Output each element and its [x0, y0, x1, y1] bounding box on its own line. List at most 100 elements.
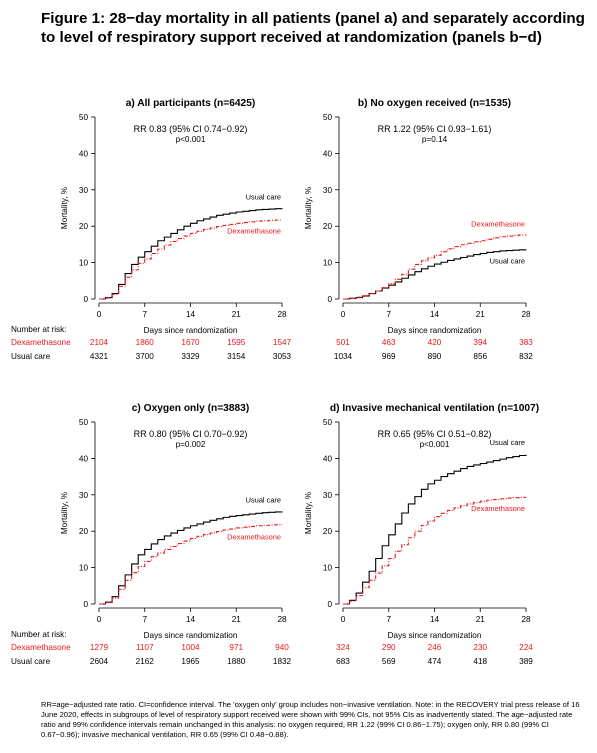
- dexamethasone-at-risk: 324: [336, 643, 350, 652]
- usual-care-at-risk: 2604: [90, 657, 109, 666]
- footnote: RR=age−adjusted rate ratio. CI=confidenc…: [41, 700, 580, 740]
- x-tick-label: 28: [277, 615, 287, 624]
- x-tick-label: 14: [186, 310, 196, 319]
- y-tick-label: 30: [79, 186, 89, 195]
- usual-care-at-risk: 418: [473, 657, 487, 666]
- x-tick-label: 28: [277, 310, 287, 319]
- usual-care-at-risk: 1880: [227, 657, 246, 666]
- x-tick-label: 0: [97, 310, 102, 319]
- rate-ratio-text: RR 0.65 (95% CI 0.51−0.82): [378, 429, 492, 439]
- x-axis-label: Days since randomization: [388, 326, 482, 335]
- dexamethasone-at-risk: 394: [473, 338, 487, 347]
- p-value-text: p<0.001: [176, 135, 206, 144]
- x-tick-label: 21: [232, 615, 242, 624]
- x-tick-label: 28: [521, 310, 531, 319]
- p-value-text: p=0.002: [176, 440, 206, 449]
- dexamethasone-label: Dexamethasone: [227, 532, 281, 541]
- dexamethasone-at-risk: 1670: [181, 338, 200, 347]
- risk-row-label: Usual care: [11, 352, 51, 361]
- y-tick-label: 50: [323, 418, 333, 427]
- y-tick-label: 30: [323, 491, 333, 500]
- usual-care-label: Usual care: [246, 496, 281, 505]
- y-axis-label: Mortality, %: [304, 492, 313, 534]
- figure-title: Figure 1: 28−day mortality in all patien…: [41, 10, 585, 46]
- dexamethasone-at-risk: 1595: [227, 338, 246, 347]
- y-tick-label: 40: [79, 149, 89, 158]
- usual-care-at-risk: 1965: [181, 657, 200, 666]
- y-tick-label: 50: [79, 113, 89, 122]
- panel-title: c) Oxygen only (n=3883): [132, 403, 249, 414]
- usual-care-at-risk: 1832: [273, 657, 292, 666]
- y-tick-label: 10: [79, 564, 89, 573]
- risk-row-label: Usual care: [11, 657, 51, 666]
- dexamethasone-at-risk: 1547: [273, 338, 292, 347]
- x-axis-label: Days since randomization: [144, 326, 238, 335]
- panel-2: b) No oxygen received (n=1535) 0 10 20 30 40 5…: [304, 98, 533, 361]
- usual-care-label: Usual care: [490, 256, 525, 265]
- usual-care-at-risk: 969: [382, 352, 396, 361]
- panel-title: a) All participants (n=6425): [126, 98, 256, 109]
- rate-ratio-text: RR 1.22 (95% CI 0.93−1.61): [378, 124, 492, 134]
- x-tick-label: 7: [386, 310, 391, 319]
- usual-care-label: Usual care: [490, 438, 525, 447]
- y-tick-label: 20: [323, 527, 333, 536]
- y-tick-label: 50: [79, 418, 89, 427]
- x-tick-label: 0: [97, 615, 102, 624]
- y-tick-label: 30: [79, 491, 89, 500]
- risk-header: Number at risk:: [11, 630, 67, 639]
- y-tick-label: 40: [323, 454, 333, 463]
- usual-care-curve: [99, 511, 283, 605]
- usual-care-at-risk: 3329: [181, 352, 200, 361]
- usual-care-at-risk: 890: [428, 352, 442, 361]
- dexamethasone-at-risk: 501: [336, 338, 350, 347]
- x-tick-label: 7: [142, 310, 147, 319]
- panel-3: c) Oxygen only (n=3883) 0 10 20 30 40 50 0 7 14 21…: [11, 403, 292, 666]
- x-axis-label: Days since randomization: [144, 631, 238, 640]
- p-value-text: p=0.14: [422, 135, 448, 144]
- x-tick-label: 28: [521, 615, 531, 624]
- dexamethasone-at-risk: 1860: [136, 338, 155, 347]
- usual-care-at-risk: 832: [519, 352, 533, 361]
- y-tick-label: 40: [323, 149, 333, 158]
- dexamethasone-at-risk: 1004: [181, 643, 200, 652]
- x-tick-label: 14: [430, 615, 440, 624]
- usual-care-at-risk: 389: [519, 657, 533, 666]
- x-axis-label: Days since randomization: [388, 631, 482, 640]
- usual-care-curve: [343, 454, 527, 605]
- y-tick-label: 40: [79, 454, 89, 463]
- risk-row-label: Dexamethasone: [11, 338, 71, 347]
- y-tick-label: 30: [323, 186, 333, 195]
- usual-care-at-risk: 1034: [334, 352, 353, 361]
- dexamethasone-curve: [99, 219, 283, 300]
- panel-title: b) No oxygen received (n=1535): [358, 98, 511, 109]
- y-tick-label: 20: [79, 527, 89, 536]
- usual-care-at-risk: 569: [382, 657, 396, 666]
- y-tick-label: 50: [323, 113, 333, 122]
- y-tick-label: 10: [79, 259, 89, 268]
- y-tick-label: 20: [79, 222, 89, 231]
- dexamethasone-at-risk: 383: [519, 338, 533, 347]
- y-tick-label: 10: [323, 564, 333, 573]
- y-tick-label: 0: [83, 295, 88, 304]
- x-tick-label: 14: [430, 310, 440, 319]
- x-tick-label: 7: [386, 615, 391, 624]
- y-axis-label: Mortality, %: [304, 187, 313, 229]
- x-tick-label: 21: [476, 615, 486, 624]
- y-tick-label: 10: [323, 259, 333, 268]
- dexamethasone-at-risk: 971: [229, 643, 243, 652]
- y-tick-label: 20: [323, 222, 333, 231]
- usual-care-label: Usual care: [246, 192, 281, 201]
- dexamethasone-at-risk: 420: [428, 338, 442, 347]
- usual-care-at-risk: 4321: [90, 352, 109, 361]
- x-tick-label: 21: [232, 310, 242, 319]
- dexamethasone-at-risk: 2104: [90, 338, 109, 347]
- usual-care-at-risk: 2162: [136, 657, 155, 666]
- dexamethasone-at-risk: 1279: [90, 643, 109, 652]
- dexamethasone-at-risk: 290: [382, 643, 396, 652]
- usual-care-at-risk: 474: [428, 657, 442, 666]
- p-value-text: p<0.001: [420, 440, 450, 449]
- dexamethasone-at-risk: 1107: [136, 643, 154, 652]
- usual-care-at-risk: 856: [473, 352, 487, 361]
- dexamethasone-label: Dexamethasone: [471, 220, 525, 229]
